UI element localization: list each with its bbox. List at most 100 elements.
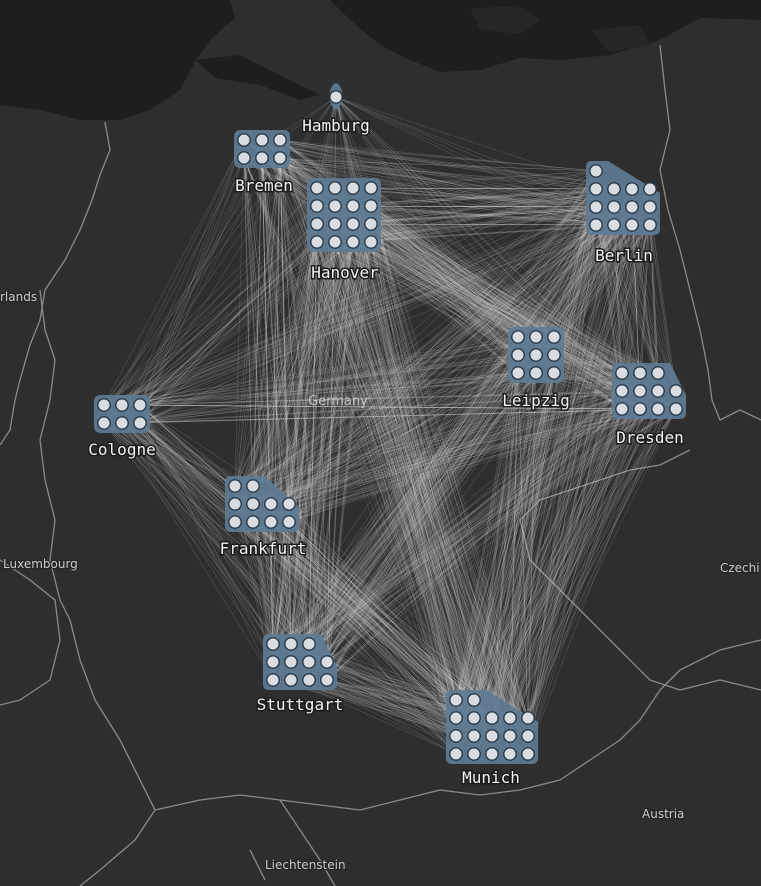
node-marker[interactable] [228, 479, 242, 493]
node-marker[interactable] [255, 151, 269, 165]
node-marker[interactable] [273, 133, 287, 147]
node-marker[interactable] [346, 199, 360, 213]
node-marker[interactable] [97, 416, 111, 430]
city-cluster-frankfurt[interactable]: Frankfurt [218, 476, 308, 560]
node-marker[interactable] [669, 384, 683, 398]
node-marker[interactable] [547, 366, 561, 380]
node-marker[interactable] [589, 182, 603, 196]
node-marker[interactable] [302, 655, 316, 669]
node-marker[interactable] [529, 348, 543, 362]
node-marker[interactable] [346, 217, 360, 231]
node-marker[interactable] [310, 199, 324, 213]
node-marker[interactable] [607, 182, 621, 196]
node-marker[interactable] [284, 673, 298, 687]
node-marker[interactable] [228, 497, 242, 511]
node-marker[interactable] [625, 200, 639, 214]
node-marker[interactable] [284, 637, 298, 651]
node-marker[interactable] [449, 729, 463, 743]
city-cluster-cologne[interactable]: Cologne [87, 395, 157, 461]
node-marker[interactable] [282, 497, 296, 511]
node-marker[interactable] [328, 181, 342, 195]
node-marker[interactable] [266, 673, 280, 687]
city-cluster-munich[interactable]: Munich [446, 690, 538, 789]
node-marker[interactable] [310, 235, 324, 249]
node-marker[interactable] [364, 217, 378, 231]
node-marker[interactable] [346, 181, 360, 195]
node-marker[interactable] [467, 729, 481, 743]
node-marker[interactable] [449, 693, 463, 707]
node-marker[interactable] [467, 711, 481, 725]
node-marker[interactable] [615, 384, 629, 398]
node-marker[interactable] [237, 133, 251, 147]
node-marker[interactable] [273, 151, 287, 165]
node-marker[interactable] [328, 199, 342, 213]
node-marker[interactable] [264, 515, 278, 529]
node-marker[interactable] [264, 497, 278, 511]
node-marker[interactable] [529, 366, 543, 380]
node-marker[interactable] [547, 348, 561, 362]
node-marker[interactable] [246, 515, 260, 529]
node-marker[interactable] [237, 151, 251, 165]
node-marker[interactable] [115, 398, 129, 412]
node-marker[interactable] [246, 479, 260, 493]
city-cluster-hamburg[interactable]: Hamburg [301, 83, 371, 137]
node-marker[interactable] [511, 366, 525, 380]
node-marker[interactable] [255, 133, 269, 147]
node-marker[interactable] [633, 402, 647, 416]
node-marker[interactable] [651, 384, 665, 398]
city-cluster-leipzig[interactable]: Leipzig [501, 327, 571, 412]
node-marker[interactable] [449, 747, 463, 761]
node-marker[interactable] [328, 235, 342, 249]
node-marker[interactable] [643, 200, 657, 214]
node-marker[interactable] [115, 416, 129, 430]
city-cluster-dresden[interactable]: Dresden [612, 363, 686, 449]
node-marker[interactable] [364, 199, 378, 213]
node-marker[interactable] [328, 217, 342, 231]
node-marker[interactable] [320, 655, 334, 669]
node-marker[interactable] [643, 218, 657, 232]
node-marker[interactable] [485, 711, 499, 725]
node-marker[interactable] [615, 366, 629, 380]
node-marker[interactable] [284, 655, 298, 669]
node-marker[interactable] [266, 637, 280, 651]
city-cluster-berlin[interactable]: Berlin [586, 161, 660, 267]
node-marker[interactable] [521, 729, 535, 743]
node-marker[interactable] [633, 366, 647, 380]
node-marker[interactable] [485, 729, 499, 743]
node-marker[interactable] [467, 747, 481, 761]
node-marker[interactable] [651, 402, 665, 416]
node-marker[interactable] [503, 747, 517, 761]
node-marker[interactable] [669, 402, 683, 416]
node-marker[interactable] [266, 655, 280, 669]
node-marker[interactable] [503, 711, 517, 725]
node-marker[interactable] [643, 182, 657, 196]
node-marker[interactable] [364, 235, 378, 249]
node-marker[interactable] [467, 693, 481, 707]
node-marker[interactable] [329, 90, 343, 104]
city-cluster-bremen[interactable]: Bremen [234, 130, 294, 197]
node-marker[interactable] [485, 747, 499, 761]
node-marker[interactable] [607, 200, 621, 214]
node-marker[interactable] [589, 164, 603, 178]
node-marker[interactable] [133, 398, 147, 412]
node-marker[interactable] [320, 673, 334, 687]
node-marker[interactable] [346, 235, 360, 249]
node-marker[interactable] [310, 217, 324, 231]
node-marker[interactable] [364, 181, 378, 195]
node-marker[interactable] [511, 348, 525, 362]
node-marker[interactable] [449, 711, 463, 725]
node-marker[interactable] [521, 711, 535, 725]
node-marker[interactable] [310, 181, 324, 195]
node-marker[interactable] [625, 218, 639, 232]
node-marker[interactable] [651, 366, 665, 380]
node-marker[interactable] [615, 402, 629, 416]
node-marker[interactable] [589, 200, 603, 214]
node-marker[interactable] [529, 330, 543, 344]
city-cluster-stuttgart[interactable]: Stuttgart [255, 634, 345, 716]
node-marker[interactable] [228, 515, 242, 529]
city-cluster-hanover[interactable]: Hanover [307, 178, 381, 284]
node-marker[interactable] [547, 330, 561, 344]
node-marker[interactable] [246, 497, 260, 511]
